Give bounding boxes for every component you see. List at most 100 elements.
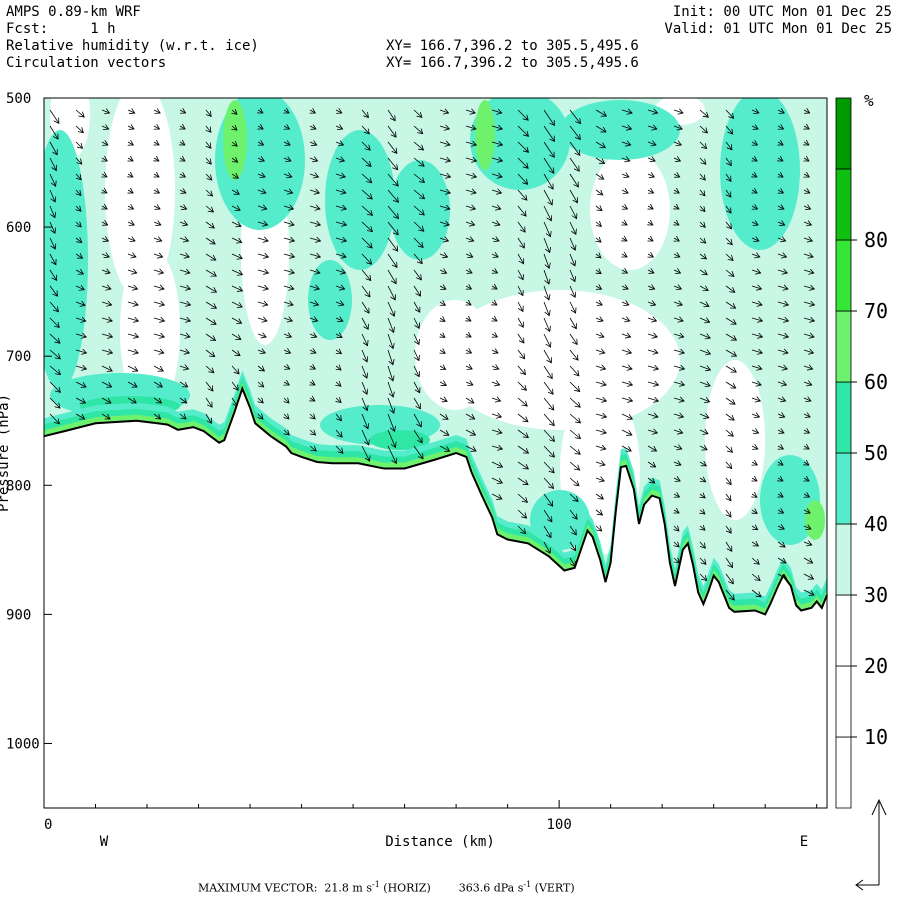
vector-arrow-80 — [154, 126, 159, 129]
vector-arrow-663 — [777, 222, 785, 225]
vector-arrow-566 — [699, 141, 707, 149]
vector-arrow-317 — [439, 238, 448, 241]
vector-arrow-164 — [257, 206, 267, 209]
vector-arrow-56 — [101, 365, 112, 371]
vector-arrow-309 — [439, 110, 449, 113]
vector-arrow-83 — [154, 174, 159, 177]
vector-arrow-378 — [517, 109, 528, 120]
vector-arrow-191 — [283, 318, 292, 321]
vector-arrow-547 — [673, 302, 682, 305]
vector-arrow-365 — [492, 302, 497, 305]
x-tick-label-100: 100 — [546, 817, 571, 833]
vector-arrow-236 — [336, 350, 341, 354]
rh-region-6 — [705, 360, 765, 520]
vector-arrow-95 — [153, 365, 163, 371]
vector-arrow-104 — [179, 190, 186, 193]
vector-arrow-499 — [622, 270, 627, 273]
vector-arrow-526 — [647, 350, 658, 353]
vector-arrow-139 — [232, 110, 237, 114]
vector-arrow-664 — [777, 238, 786, 241]
vector-arrow-92 — [153, 318, 164, 321]
vector-arrow-631 — [752, 206, 757, 209]
circulation-vectors — [49, 109, 814, 600]
vector-arrow-644 — [751, 414, 759, 417]
vector-arrow-517 — [648, 206, 653, 209]
vector-arrow-464 — [595, 141, 605, 148]
vector-arrow-101 — [180, 142, 185, 145]
vector-arrow-177 — [258, 414, 263, 419]
forecast-hour: Fcst: 1 h — [6, 21, 116, 37]
vector-arrow-170 — [257, 302, 268, 305]
vector-arrow-399 — [517, 445, 528, 453]
vector-arrow-524 — [647, 318, 656, 321]
vector-arrow-451 — [569, 397, 580, 407]
vector-arrow-543 — [674, 238, 679, 241]
vector-arrow-533 — [647, 461, 656, 467]
vector-arrow-209 — [309, 270, 320, 273]
vector-arrow-271 — [387, 205, 398, 219]
vector-arrow-97 — [153, 397, 161, 403]
vector-arrow-384 — [517, 205, 526, 216]
vector-arrow-192 — [283, 334, 291, 337]
vector-arrow-140 — [232, 126, 237, 130]
vector-arrow-701 — [803, 350, 813, 353]
vector-arrow-1 — [49, 125, 58, 139]
vector-arrow-221 — [335, 110, 342, 113]
vector-arrow-359 — [491, 206, 501, 209]
vector-arrow-551 — [673, 366, 684, 369]
vector-arrow-300 — [413, 317, 419, 328]
vector-arrow-48 — [101, 238, 108, 241]
vector-arrow-508 — [621, 413, 632, 419]
vector-arrow-696 — [803, 270, 814, 273]
vector-arrow-204 — [309, 190, 319, 193]
vector-arrow-367 — [492, 334, 497, 337]
vector-arrow-658 — [778, 142, 783, 145]
vector-arrow-657 — [778, 126, 784, 129]
vector-arrow-529 — [647, 398, 658, 401]
vector-arrow-121 — [206, 141, 211, 148]
vector-arrow-127 — [205, 237, 215, 244]
vector-arrow-31 — [75, 286, 84, 290]
vector-arrow-160 — [258, 142, 264, 145]
vector-arrow-340 — [465, 254, 473, 257]
vector-arrow-610 — [725, 365, 736, 372]
vector-arrow-480 — [595, 398, 606, 401]
vector-arrow-495 — [622, 206, 627, 209]
vector-arrow-562 — [674, 542, 679, 547]
vector-arrow-441 — [569, 237, 575, 250]
colorbar-label-40: 40 — [864, 512, 888, 536]
vector-arrow-187 — [283, 254, 294, 257]
vector-arrow-181 — [283, 158, 291, 161]
vector-arrow-459 — [569, 525, 576, 535]
vector-arrow-348 — [465, 382, 473, 385]
vector-arrow-666 — [777, 270, 787, 273]
xy-range-vectors: XY= 166.7,396.2 to 305.5,495.6 — [386, 55, 639, 71]
vector-arrow-349 — [465, 397, 474, 403]
vector-arrow-136 — [205, 381, 213, 391]
vector-arrow-25 — [76, 189, 81, 195]
vector-arrow-532 — [647, 445, 657, 451]
vector-arrow-430 — [543, 509, 552, 522]
vector-arrow-189 — [283, 286, 294, 289]
vector-arrow-114 — [179, 350, 189, 353]
vector-arrow-171 — [257, 318, 267, 321]
vector-arrow-65 — [128, 190, 133, 193]
max-vert-tag: (VERT) — [534, 881, 575, 895]
vector-arrow-619 — [726, 509, 731, 517]
vector-arrow-629 — [752, 174, 757, 177]
vector-arrow-251 — [361, 237, 372, 248]
vector-arrow-450 — [569, 381, 580, 392]
vector-arrow-353 — [491, 110, 502, 113]
vector-arrow-84 — [154, 190, 159, 193]
vector-arrow-219 — [309, 430, 316, 435]
vector-arrow-229 — [335, 238, 346, 241]
vector-arrow-643 — [751, 398, 760, 401]
vector-arrow-561 — [674, 526, 679, 531]
vector-arrow-318 — [439, 254, 448, 257]
vector-arrow-274 — [387, 253, 397, 267]
vector-arrow-713 — [803, 542, 812, 545]
vector-arrow-285 — [387, 429, 395, 447]
vector-arrow-155 — [231, 365, 239, 374]
vector-arrow-457 — [569, 493, 578, 501]
vector-arrow-215 — [310, 366, 315, 369]
